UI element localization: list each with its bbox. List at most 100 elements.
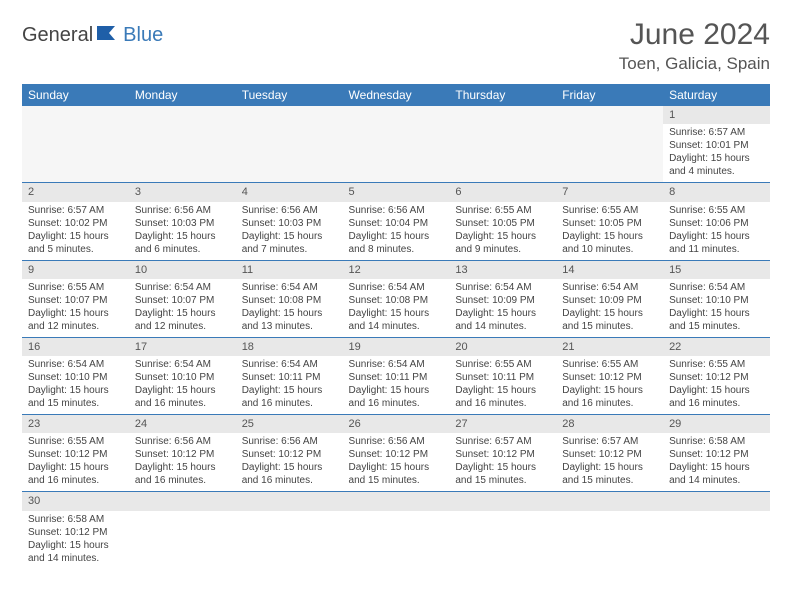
day-detail-cell <box>556 511 663 569</box>
day-detail-cell: Sunrise: 6:57 AMSunset: 10:12 PMDaylight… <box>556 433 663 492</box>
day-detail-cell <box>129 511 236 569</box>
sunset-text: Sunset: 10:06 PM <box>669 217 764 230</box>
day-number-cell: 15 <box>663 260 770 279</box>
calendar-table: Sunday Monday Tuesday Wednesday Thursday… <box>22 84 770 569</box>
day-detail-cell: Sunrise: 6:56 AMSunset: 10:12 PMDaylight… <box>129 433 236 492</box>
sunset-text: Sunset: 10:12 PM <box>242 448 337 461</box>
sunset-text: Sunset: 10:12 PM <box>669 371 764 384</box>
sunrise-text: Sunrise: 6:54 AM <box>242 281 337 294</box>
week-daynum-row: 23242526272829 <box>22 415 770 434</box>
col-wednesday: Wednesday <box>343 84 450 106</box>
daylight-text: Daylight: 15 hours and 15 minutes. <box>28 384 123 410</box>
day-detail-cell <box>343 511 450 569</box>
day-number-cell <box>129 492 236 511</box>
sunset-text: Sunset: 10:11 PM <box>455 371 550 384</box>
sunrise-text: Sunrise: 6:54 AM <box>349 281 444 294</box>
sunset-text: Sunset: 10:09 PM <box>562 294 657 307</box>
daylight-text: Daylight: 15 hours and 16 minutes. <box>669 384 764 410</box>
day-detail-cell: Sunrise: 6:55 AMSunset: 10:12 PMDaylight… <box>22 433 129 492</box>
sunrise-text: Sunrise: 6:57 AM <box>562 435 657 448</box>
daylight-text: Daylight: 15 hours and 16 minutes. <box>455 384 550 410</box>
day-number-cell: 6 <box>449 183 556 202</box>
day-detail-cell: Sunrise: 6:57 AMSunset: 10:12 PMDaylight… <box>449 433 556 492</box>
sunset-text: Sunset: 10:01 PM <box>669 139 764 152</box>
day-number-cell: 2 <box>22 183 129 202</box>
sunset-text: Sunset: 10:05 PM <box>455 217 550 230</box>
day-number-cell <box>449 106 556 124</box>
sunrise-text: Sunrise: 6:56 AM <box>135 204 230 217</box>
day-number-cell <box>343 492 450 511</box>
sunrise-text: Sunrise: 6:54 AM <box>455 281 550 294</box>
day-detail-cell <box>449 124 556 183</box>
col-saturday: Saturday <box>663 84 770 106</box>
day-number-cell <box>556 492 663 511</box>
sunrise-text: Sunrise: 6:55 AM <box>28 281 123 294</box>
day-detail-cell: Sunrise: 6:57 AMSunset: 10:01 PMDaylight… <box>663 124 770 183</box>
day-number-cell <box>236 106 343 124</box>
day-number-cell: 12 <box>343 260 450 279</box>
day-number-cell: 8 <box>663 183 770 202</box>
sunrise-text: Sunrise: 6:54 AM <box>28 358 123 371</box>
sunset-text: Sunset: 10:05 PM <box>562 217 657 230</box>
sunrise-text: Sunrise: 6:56 AM <box>242 204 337 217</box>
daylight-text: Daylight: 15 hours and 16 minutes. <box>349 384 444 410</box>
day-number-cell: 18 <box>236 337 343 356</box>
logo: General Blue <box>22 24 163 47</box>
col-thursday: Thursday <box>449 84 556 106</box>
day-number-cell <box>556 106 663 124</box>
sunset-text: Sunset: 10:10 PM <box>669 294 764 307</box>
day-detail-cell: Sunrise: 6:55 AMSunset: 10:12 PMDaylight… <box>663 356 770 415</box>
daylight-text: Daylight: 15 hours and 12 minutes. <box>28 307 123 333</box>
sunset-text: Sunset: 10:04 PM <box>349 217 444 230</box>
day-number-cell: 13 <box>449 260 556 279</box>
day-detail-cell <box>449 511 556 569</box>
week-daynum-row: 9101112131415 <box>22 260 770 279</box>
day-number-cell <box>449 492 556 511</box>
day-number-cell: 26 <box>343 415 450 434</box>
day-detail-cell <box>556 124 663 183</box>
daylight-text: Daylight: 15 hours and 11 minutes. <box>669 230 764 256</box>
sunset-text: Sunset: 10:11 PM <box>242 371 337 384</box>
day-number-cell: 21 <box>556 337 663 356</box>
day-number-cell: 11 <box>236 260 343 279</box>
day-detail-cell: Sunrise: 6:55 AMSunset: 10:12 PMDaylight… <box>556 356 663 415</box>
daylight-text: Daylight: 15 hours and 10 minutes. <box>562 230 657 256</box>
sunrise-text: Sunrise: 6:58 AM <box>28 513 123 526</box>
day-number-cell: 19 <box>343 337 450 356</box>
sunset-text: Sunset: 10:12 PM <box>28 526 123 539</box>
col-monday: Monday <box>129 84 236 106</box>
day-number-cell: 1 <box>663 106 770 124</box>
daylight-text: Daylight: 15 hours and 15 minutes. <box>562 461 657 487</box>
day-detail-cell: Sunrise: 6:56 AMSunset: 10:03 PMDaylight… <box>129 202 236 261</box>
page-title: June 2024 <box>619 18 770 52</box>
sunset-text: Sunset: 10:12 PM <box>135 448 230 461</box>
day-detail-cell: Sunrise: 6:54 AMSunset: 10:08 PMDaylight… <box>343 279 450 338</box>
week-daynum-row: 1 <box>22 106 770 124</box>
title-block: June 2024 Toen, Galicia, Spain <box>619 18 770 74</box>
sunrise-text: Sunrise: 6:55 AM <box>28 435 123 448</box>
day-number-cell: 3 <box>129 183 236 202</box>
day-number-cell: 28 <box>556 415 663 434</box>
day-number-cell: 9 <box>22 260 129 279</box>
day-detail-cell: Sunrise: 6:56 AMSunset: 10:12 PMDaylight… <box>343 433 450 492</box>
day-detail-cell: Sunrise: 6:54 AMSunset: 10:07 PMDaylight… <box>129 279 236 338</box>
sunrise-text: Sunrise: 6:55 AM <box>455 204 550 217</box>
daylight-text: Daylight: 15 hours and 4 minutes. <box>669 152 764 178</box>
daylight-text: Daylight: 15 hours and 8 minutes. <box>349 230 444 256</box>
col-friday: Friday <box>556 84 663 106</box>
sunset-text: Sunset: 10:12 PM <box>562 448 657 461</box>
day-number-cell: 17 <box>129 337 236 356</box>
sunset-text: Sunset: 10:03 PM <box>242 217 337 230</box>
day-detail-cell: Sunrise: 6:55 AMSunset: 10:05 PMDaylight… <box>449 202 556 261</box>
col-sunday: Sunday <box>22 84 129 106</box>
daylight-text: Daylight: 15 hours and 16 minutes. <box>242 384 337 410</box>
sunrise-text: Sunrise: 6:55 AM <box>669 204 764 217</box>
daylight-text: Daylight: 15 hours and 15 minutes. <box>455 461 550 487</box>
week-daynum-row: 16171819202122 <box>22 337 770 356</box>
sunrise-text: Sunrise: 6:56 AM <box>242 435 337 448</box>
day-detail-cell: Sunrise: 6:54 AMSunset: 10:11 PMDaylight… <box>236 356 343 415</box>
sunrise-text: Sunrise: 6:58 AM <box>669 435 764 448</box>
sunrise-text: Sunrise: 6:56 AM <box>135 435 230 448</box>
sunrise-text: Sunrise: 6:54 AM <box>562 281 657 294</box>
daylight-text: Daylight: 15 hours and 16 minutes. <box>135 461 230 487</box>
